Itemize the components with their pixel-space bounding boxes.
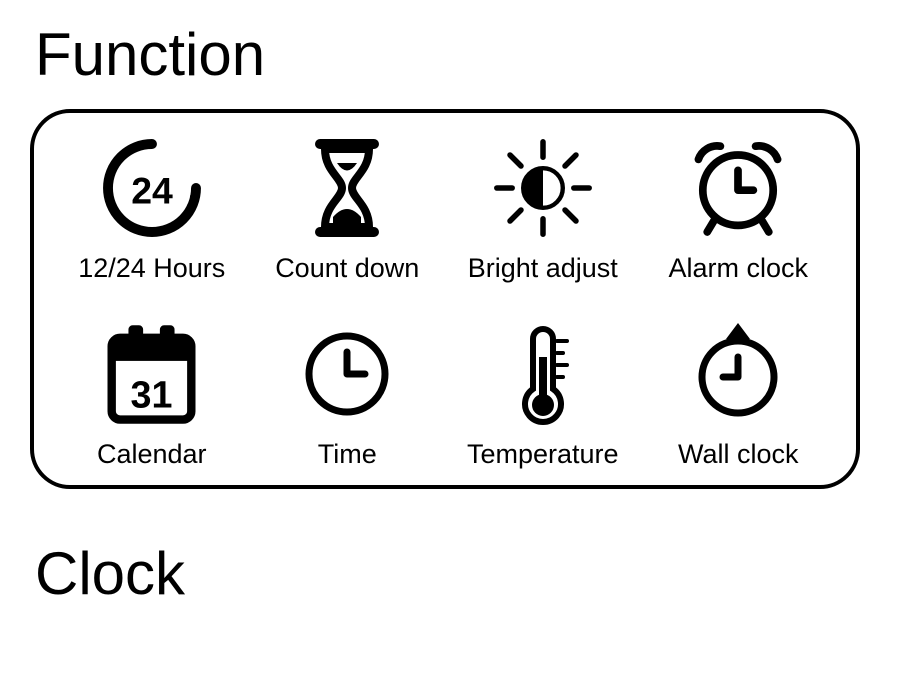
svg-text:24: 24	[131, 169, 173, 211]
thermometer-icon	[483, 319, 603, 429]
hours-24-icon: 24	[92, 133, 212, 243]
heading-function: Function	[35, 20, 870, 89]
alarm-clock-icon	[678, 133, 798, 243]
clock-icon	[287, 319, 407, 429]
svg-text:31: 31	[131, 374, 173, 416]
feature-item: 24 12/24 Hours	[57, 133, 247, 284]
feature-item: Count down	[252, 133, 442, 284]
feature-panel: 24 12/24 Hours Count down	[30, 109, 860, 489]
feature-label: 12/24 Hours	[78, 253, 225, 284]
feature-label: Time	[318, 439, 377, 470]
feature-item: 31 Calendar	[57, 319, 247, 470]
feature-label: Temperature	[467, 439, 619, 470]
feature-item: Wall clock	[643, 319, 833, 470]
feature-label: Wall clock	[678, 439, 799, 470]
feature-item: Bright adjust	[448, 133, 638, 284]
feature-label: Count down	[275, 253, 419, 284]
feature-row: 24 12/24 Hours Count down	[54, 133, 836, 284]
hourglass-icon	[287, 133, 407, 243]
heading-clock: Clock	[35, 539, 870, 608]
wall-clock-icon	[678, 319, 798, 429]
feature-item: Temperature	[448, 319, 638, 470]
brightness-icon	[483, 133, 603, 243]
feature-label: Calendar	[97, 439, 207, 470]
feature-row: 31 Calendar Time	[54, 319, 836, 470]
feature-label: Alarm clock	[668, 253, 808, 284]
calendar-icon: 31	[92, 319, 212, 429]
feature-label: Bright adjust	[468, 253, 618, 284]
feature-item: Time	[252, 319, 442, 470]
feature-item: Alarm clock	[643, 133, 833, 284]
